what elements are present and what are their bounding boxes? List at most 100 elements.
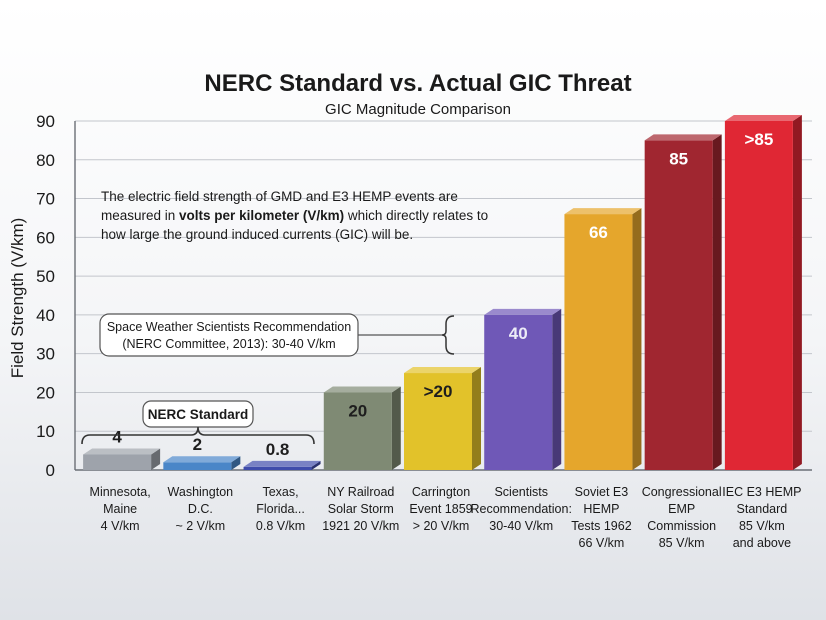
- bar-value-label: 20: [348, 401, 367, 420]
- category-label-line: > 20 V/km: [413, 519, 470, 533]
- category-label: Washington D.C. ~ 2 V/km: [168, 485, 234, 533]
- category-labels: Minnesota, Maine 4 V/km Washington D.C. ~ 2 V…: [90, 485, 802, 550]
- category-label-line: EMP: [668, 502, 695, 516]
- recommendation-line-2: (NERC Committee, 2013): 30-40 V/km: [122, 337, 335, 351]
- bar: 85: [644, 134, 722, 470]
- category-label-line: 85 V/km: [659, 536, 705, 550]
- bar-side: [712, 134, 722, 470]
- category-label-line: Carrington: [412, 485, 470, 499]
- category-label-line: D.C.: [188, 502, 213, 516]
- category-label-line: Florida...: [256, 502, 305, 516]
- y-tick-label: 0: [46, 461, 55, 480]
- category-label-line: IEC E3 HEMP: [722, 485, 801, 499]
- bar-front: [323, 392, 392, 470]
- bar-value-label: 4: [112, 427, 122, 446]
- category-label-line: 66 V/km: [579, 536, 625, 550]
- bar-side: [632, 208, 642, 471]
- annotation-note-line-2b: volts per kilometer (V/km): [179, 208, 344, 223]
- annotation-note-line-3: how large the ground induced currents (G…: [101, 227, 413, 242]
- category-label: Carrington Event 1859 > 20 V/km: [409, 485, 472, 533]
- bar-front: [564, 214, 633, 470]
- category-label: NY Railroad Solar Storm 1921 20 V/km: [322, 485, 399, 533]
- y-tick-label: 90: [36, 112, 55, 131]
- category-label-line: 30-40 V/km: [489, 519, 553, 533]
- category-label: Scientists Recommendation: 30-40 V/km: [470, 485, 571, 533]
- bars: 4 2 0.8 20 >20 40 66 85 >85: [83, 115, 802, 471]
- chart-subtitle: GIC Magnitude Comparison: [325, 101, 511, 118]
- bar-top: [724, 115, 802, 121]
- bar-side: [391, 386, 401, 470]
- category-label-line: Minnesota,: [90, 485, 151, 499]
- category-label: Soviet E3 HEMP Tests 1962 66 V/km: [571, 485, 632, 550]
- chart-title: NERC Standard vs. Actual GIC Threat: [204, 70, 631, 97]
- annotation-note-line-2c: which directly relates to: [344, 208, 488, 223]
- category-label-line: 1921 20 V/km: [322, 519, 399, 533]
- bar: 0.8: [243, 440, 321, 470]
- category-label-line: Commission: [647, 519, 716, 533]
- bar-front: [243, 466, 312, 470]
- y-tick-label: 40: [36, 306, 55, 325]
- y-tick-label: 70: [36, 190, 55, 209]
- bar-top: [323, 386, 401, 393]
- y-axis-label: Field Strength (V/km): [8, 218, 27, 379]
- bar-front: [163, 462, 232, 470]
- bar-side: [311, 460, 321, 470]
- bar: 40: [484, 308, 562, 470]
- y-tick-labels: 0 10 20 30 40 50 60 70 80 90: [36, 112, 55, 480]
- y-tick-label: 20: [36, 383, 55, 402]
- category-label-line: Maine: [103, 502, 137, 516]
- bar-front: [484, 314, 553, 470]
- bar-top: [404, 367, 481, 374]
- bar: >20: [404, 367, 481, 470]
- annotation-note-line-2a: measured in: [101, 208, 179, 223]
- category-label-line: Recommendation:: [470, 502, 571, 516]
- bar-front: [404, 373, 472, 470]
- bar-front: [644, 140, 713, 470]
- bar-value-label: 0.8: [266, 440, 290, 459]
- bar: 4: [83, 427, 161, 470]
- bar-side: [792, 115, 802, 470]
- bar-value-label: >20: [424, 382, 453, 401]
- bar-front: [724, 121, 793, 470]
- category-label-line: 0.8 V/km: [256, 519, 305, 533]
- bar-side: [231, 456, 241, 470]
- annotation-note: The electric field strength of GMD and E…: [101, 189, 492, 242]
- category-label-line: Texas,: [262, 485, 298, 499]
- nerc-standard-label: NERC Standard: [148, 407, 249, 422]
- bar-top: [163, 456, 241, 463]
- bar: >85: [724, 115, 802, 470]
- category-label-line: ~ 2 V/km: [175, 519, 225, 533]
- bar-top: [83, 448, 161, 455]
- bar-side: [552, 308, 562, 470]
- bar-value-label: 40: [509, 324, 528, 343]
- y-tick-label: 50: [36, 267, 55, 286]
- category-label-line: and above: [733, 536, 791, 550]
- y-tick-label: 10: [36, 422, 55, 441]
- category-label-line: Standard: [737, 502, 788, 516]
- category-label-line: 85 V/km: [739, 519, 785, 533]
- category-label-line: Congressional: [642, 485, 722, 499]
- category-label-line: 4 V/km: [101, 519, 140, 533]
- nerc-standard-brace: [81, 426, 315, 445]
- bar-value-label: 2: [193, 435, 202, 454]
- category-label: Minnesota, Maine 4 V/km: [90, 485, 151, 533]
- bar-front: [83, 454, 152, 470]
- bar: 20: [323, 386, 401, 470]
- category-label-line: Soviet E3: [575, 485, 629, 499]
- y-tick-label: 60: [36, 228, 55, 247]
- y-tick-label: 80: [36, 151, 55, 170]
- bar-top: [484, 308, 562, 315]
- recommendation-callout: Space Weather Scientists Recommendation …: [99, 313, 455, 357]
- bar-value-label: 66: [589, 223, 608, 242]
- category-label: Texas, Florida... 0.8 V/km: [256, 485, 305, 533]
- category-label-line: Event 1859: [409, 502, 472, 516]
- bar-top: [243, 460, 321, 467]
- bar-value-label: >85: [744, 130, 773, 149]
- category-label-line: Solar Storm: [328, 502, 394, 516]
- bar-value-label: 85: [669, 149, 688, 168]
- bar-top: [564, 208, 642, 215]
- bar: 66: [564, 208, 642, 471]
- recommendation-line-1: Space Weather Scientists Recommendation: [107, 320, 351, 334]
- category-label-line: Washington: [168, 485, 234, 499]
